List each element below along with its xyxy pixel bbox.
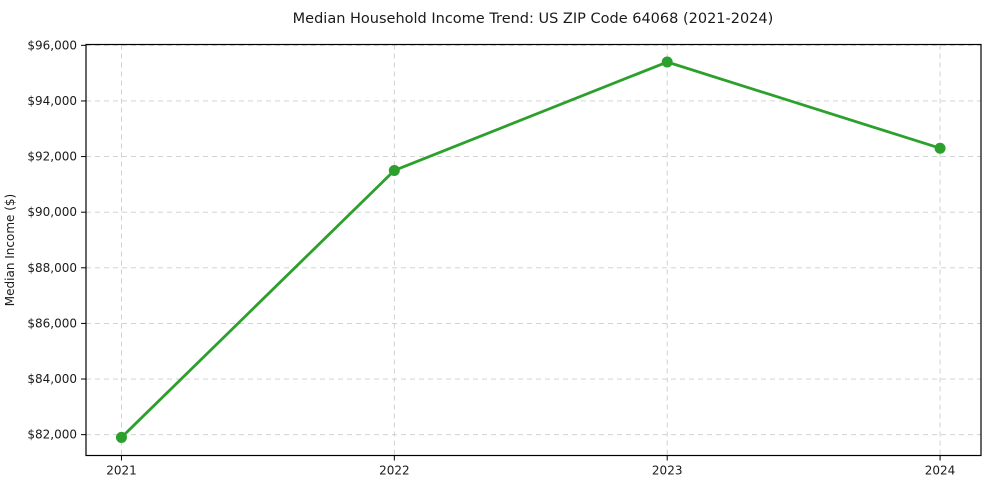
trend-line	[120, 60, 942, 439]
y-tick-label: $96,000	[27, 38, 77, 52]
x-tick-label: 2021	[106, 464, 137, 478]
chart-title: Median Household Income Trend: US ZIP Co…	[293, 11, 774, 27]
data-point-marker	[388, 164, 400, 176]
y-tick-label: $90,000	[27, 205, 77, 219]
y-axis-label: Median Income ($)	[3, 194, 17, 306]
data-point-marker	[934, 142, 946, 154]
y-tick-label: $92,000	[27, 150, 77, 164]
plot-border	[85, 43, 982, 457]
x-tick-label: 2023	[652, 464, 683, 478]
x-tick-label: 2024	[925, 464, 956, 478]
tick-labels: $82,000 $84,000 $86,000 $88,000 $90,000 $92,0…	[27, 38, 955, 477]
data-point-marker	[661, 56, 673, 68]
y-tick-label: $94,000	[27, 94, 77, 108]
gridlines	[86, 44, 981, 456]
x-tick-label: 2022	[379, 464, 410, 478]
y-tick-label: $84,000	[27, 372, 77, 386]
axis-ticks	[81, 44, 941, 461]
data-series	[115, 56, 946, 443]
y-tick-label: $82,000	[27, 428, 77, 442]
y-tick-label: $86,000	[27, 316, 77, 330]
data-point-marker	[115, 431, 127, 443]
y-tick-label: $88,000	[27, 261, 77, 275]
